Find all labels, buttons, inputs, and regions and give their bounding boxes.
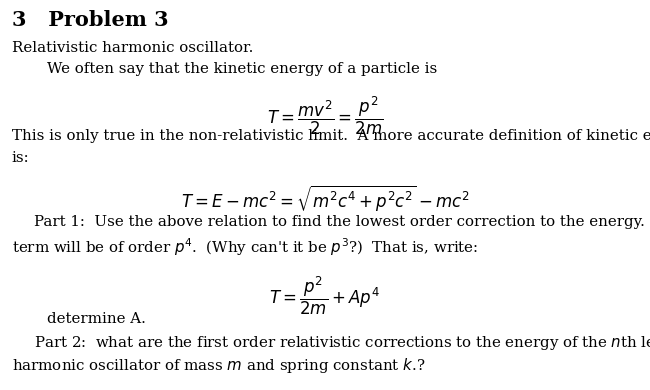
Text: Part 2:  what are the first order relativistic corrections to the energy of the : Part 2: what are the first order relativ… xyxy=(34,334,650,352)
Text: We often say that the kinetic energy of a particle is: We often say that the kinetic energy of … xyxy=(47,62,437,76)
Text: $T = E - mc^2 = \sqrt{m^2c^4 + p^2c^2} - mc^2$: $T = E - mc^2 = \sqrt{m^2c^4 + p^2c^2} -… xyxy=(181,184,469,214)
Text: Relativistic harmonic oscillator.: Relativistic harmonic oscillator. xyxy=(12,41,253,55)
Text: This is only true in the non-relativistic limit.  A more accurate definition of : This is only true in the non-relativisti… xyxy=(12,129,650,144)
Text: harmonic oscillator of mass $m$ and spring constant $k$.?: harmonic oscillator of mass $m$ and spri… xyxy=(12,356,425,375)
Text: is:: is: xyxy=(12,151,29,165)
Text: $T = \dfrac{p^2}{2m} + Ap^4$: $T = \dfrac{p^2}{2m} + Ap^4$ xyxy=(270,275,380,317)
Text: determine A.: determine A. xyxy=(47,312,146,326)
Text: Part 1:  Use the above relation to find the lowest order correction to the energ: Part 1: Use the above relation to find t… xyxy=(34,215,650,229)
Text: 3   Problem 3: 3 Problem 3 xyxy=(12,10,168,30)
Text: $T = \dfrac{mv^2}{2} = \dfrac{p^2}{2m}$: $T = \dfrac{mv^2}{2} = \dfrac{p^2}{2m}$ xyxy=(267,94,383,136)
Text: term will be of order $p^4$.  (Why can't it be $p^3$?)  That is, write:: term will be of order $p^4$. (Why can't … xyxy=(12,237,478,259)
